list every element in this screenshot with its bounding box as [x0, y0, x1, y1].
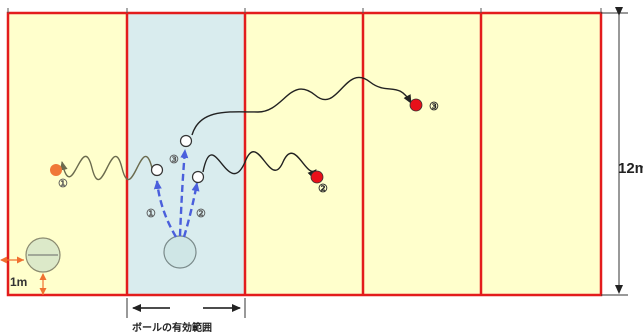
ball: [163, 235, 197, 269]
top-ticks: [7, 8, 602, 13]
court-section-3: [245, 13, 363, 295]
red-player-2: [310, 170, 324, 184]
pass-arrows: [153, 149, 200, 238]
court-section-5: [481, 13, 601, 295]
white-player-2: [191, 170, 205, 184]
zone-caption: ボールの有効範囲: [132, 321, 212, 334]
target-players: [50, 98, 423, 184]
white-players: [150, 134, 205, 184]
number-markers: ① ① ② ③ ② ③: [58, 101, 439, 220]
white-player-3: [179, 134, 193, 148]
run-path-2: [202, 151, 317, 179]
white-player-1: [150, 163, 164, 177]
run-path-1: [59, 155, 153, 181]
marker-orange-1: ①: [58, 178, 68, 190]
height-dimension: 12m: [601, 7, 643, 296]
pass-arrow-1: [153, 180, 178, 238]
marker-white-2: ②: [196, 208, 206, 220]
dimension-label: 12m: [618, 160, 643, 177]
marker-red-2: ②: [318, 183, 328, 195]
pass-arrow-3: [178, 149, 189, 237]
court-border: [6, 11, 603, 297]
ball-size-reference: 1m: [0, 237, 61, 295]
marker-red-3: ③: [429, 101, 439, 113]
ball-label: 1m: [10, 275, 27, 289]
marker-white-1: ①: [146, 208, 156, 220]
run-path-3: [191, 76, 412, 136]
court: [6, 11, 603, 297]
zone-width-indicator: ボールの有効範囲: [126, 298, 246, 334]
run-paths: [59, 76, 412, 181]
court-section-4: [363, 13, 481, 295]
marker-white-3: ③: [169, 154, 179, 166]
pass-arrow-2: [182, 182, 200, 238]
orange-player-1: [50, 164, 62, 176]
red-player-3: [409, 98, 423, 112]
